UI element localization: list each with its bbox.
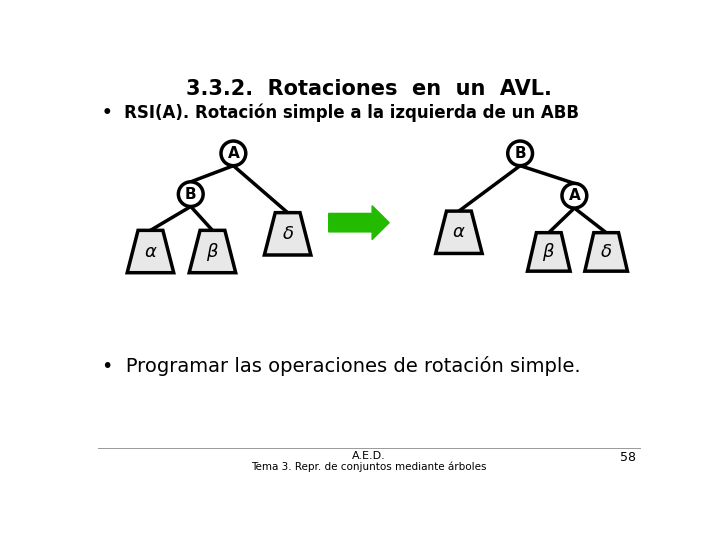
Polygon shape: [528, 233, 570, 271]
Polygon shape: [189, 231, 235, 273]
Text: •  Programar las operaciones de rotación simple.: • Programar las operaciones de rotación …: [102, 356, 580, 376]
Text: $\alpha$: $\alpha$: [144, 242, 157, 260]
Circle shape: [221, 141, 246, 166]
Polygon shape: [264, 213, 311, 255]
Text: $\delta$: $\delta$: [600, 243, 612, 261]
Circle shape: [179, 182, 203, 206]
Polygon shape: [127, 231, 174, 273]
Circle shape: [562, 184, 587, 208]
Text: $\delta$: $\delta$: [282, 225, 294, 243]
Text: 58: 58: [621, 451, 636, 464]
FancyArrow shape: [329, 206, 389, 240]
Circle shape: [508, 141, 533, 166]
Text: Tema 3. Repr. de conjuntos mediante árboles: Tema 3. Repr. de conjuntos mediante árbo…: [251, 461, 487, 472]
Polygon shape: [436, 211, 482, 253]
Text: 3.3.2.  Rotaciones  en  un  AVL.: 3.3.2. Rotaciones en un AVL.: [186, 79, 552, 99]
Text: A: A: [228, 146, 239, 161]
Text: B: B: [185, 187, 197, 201]
Text: $\alpha$: $\alpha$: [452, 223, 466, 241]
Text: A: A: [569, 188, 580, 203]
Text: A.E.D.: A.E.D.: [352, 451, 386, 461]
Text: $\beta$: $\beta$: [206, 240, 219, 262]
Polygon shape: [585, 233, 627, 271]
Text: •  RSI(A). Rotación simple a la izquierda de un ABB: • RSI(A). Rotación simple a la izquierda…: [102, 103, 579, 122]
Text: $\beta$: $\beta$: [542, 241, 555, 263]
Text: B: B: [514, 146, 526, 161]
